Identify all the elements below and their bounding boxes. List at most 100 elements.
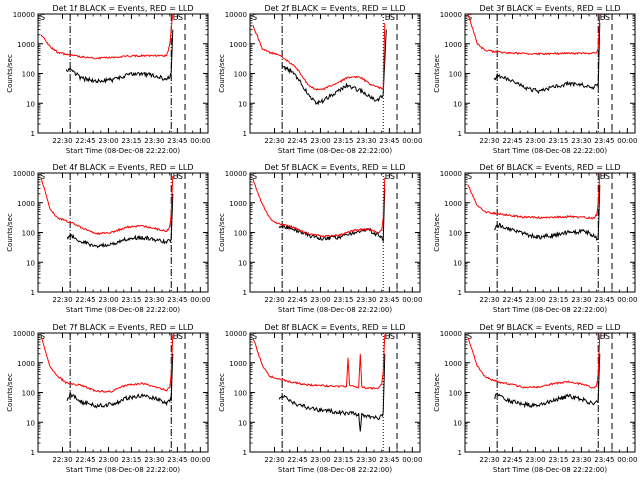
x-tick-label: 23:45 (594, 137, 614, 145)
y-tick-label: 100 (234, 71, 247, 79)
lld-series-line (40, 334, 174, 393)
x-tick-label: 00:00 (617, 296, 637, 304)
x-tick-label: 22:30 (264, 137, 284, 145)
x-tick-label: 00:00 (402, 137, 422, 145)
lld-series-line (252, 22, 386, 91)
x-axis-label: Start Time (08-Dec-08 22:22:00) (493, 147, 607, 155)
lld-series-line (467, 172, 601, 220)
x-tick-label: 23:15 (548, 456, 568, 464)
end-label: ES (600, 172, 610, 181)
y-tick-label: 10000 (225, 330, 247, 338)
y-tick-label: 10000 (13, 11, 35, 19)
events-series-line (493, 184, 601, 241)
x-tick-label: 23:15 (333, 296, 353, 304)
events-series-line (493, 353, 601, 409)
y-tick-label: 100 (449, 390, 462, 398)
x-tick-label: 23:00 (310, 456, 330, 464)
end-label: ES (385, 332, 395, 341)
y-tick-label: 1 (458, 289, 462, 297)
y-tick-label: 100 (449, 71, 462, 79)
y-tick-label: 1000 (229, 200, 247, 208)
lld-series-line (252, 177, 386, 238)
x-tick-label: 23:00 (525, 137, 545, 145)
x-tick-label: 22:45 (502, 456, 522, 464)
x-tick-label: 23:15 (548, 137, 568, 145)
x-tick-label: 23:30 (356, 296, 376, 304)
lld-series-line (467, 334, 601, 389)
start-label: S (252, 13, 257, 22)
y-tick-label: 10 (26, 100, 35, 108)
events-series-line (65, 29, 174, 84)
plot-frame (37, 13, 209, 134)
y-tick-label: 10 (453, 100, 462, 108)
x-tick-label: 22:30 (479, 296, 499, 304)
x-tick-label: 23:15 (333, 456, 353, 464)
x-tick-label: 23:30 (571, 296, 591, 304)
y-tick-label: 10000 (225, 170, 247, 178)
y-tick-label: 100 (234, 230, 247, 238)
y-axis-label: Counts/sec (218, 213, 226, 252)
x-tick-label: 23:15 (548, 296, 568, 304)
end-label: ES (173, 13, 183, 22)
detector-panel: Det 5f BLACK = Events, RED = LLD Counts/s… (218, 163, 422, 314)
events-series-line (66, 193, 174, 249)
y-axis-label: Counts/sec (433, 373, 441, 412)
y-axis-label: Counts/sec (6, 373, 14, 412)
plot-frame (249, 332, 421, 453)
events-series-line (278, 188, 386, 243)
x-tick-label: 22:45 (75, 456, 95, 464)
y-tick-label: 1 (243, 130, 247, 138)
y-tick-label: 10000 (440, 11, 462, 19)
end-label: ES (600, 332, 610, 341)
x-axis-label: Start Time (08-Dec-08 22:22:00) (278, 306, 392, 314)
y-tick-label: 1 (31, 449, 35, 457)
x-tick-label: 23:45 (167, 137, 187, 145)
y-axis-label: Counts/sec (433, 54, 441, 93)
detector-panel: Det 8f BLACK = Events, RED = LLD Counts/s… (218, 323, 422, 474)
y-tick-label: 1 (458, 130, 462, 138)
chart-title: Det 4f BLACK = Events, RED = LLD (52, 163, 193, 172)
x-axis-label: Start Time (08-Dec-08 22:22:00) (66, 147, 180, 155)
y-tick-label: 100 (22, 71, 35, 79)
plot-frame (249, 13, 421, 134)
y-axis-label: Counts/sec (6, 54, 14, 93)
start-label: S (40, 172, 45, 181)
y-tick-label: 10000 (440, 330, 462, 338)
events-series-line (493, 22, 601, 95)
x-axis-label: Start Time (08-Dec-08 22:22:00) (493, 466, 607, 474)
x-tick-label: 00:00 (190, 296, 210, 304)
y-tick-label: 100 (234, 390, 247, 398)
x-tick-label: 22:45 (75, 296, 95, 304)
events-series-line (278, 353, 386, 432)
y-axis-label: Counts/sec (433, 213, 441, 252)
x-tick-label: 23:15 (121, 137, 141, 145)
start-label: S (467, 172, 472, 181)
x-axis-label: Start Time (08-Dec-08 22:22:00) (278, 466, 392, 474)
x-tick-label: 00:00 (402, 456, 422, 464)
start-label: S (467, 332, 472, 341)
detector-panel: Det 6f BLACK = Events, RED = LLD Counts/s… (433, 163, 637, 314)
y-tick-label: 10 (26, 419, 35, 427)
x-tick-label: 22:30 (52, 296, 72, 304)
x-tick-label: 23:45 (167, 296, 187, 304)
x-axis-label: Start Time (08-Dec-08 22:22:00) (493, 306, 607, 314)
y-tick-label: 10000 (13, 330, 35, 338)
x-tick-label: 23:15 (121, 456, 141, 464)
x-tick-label: 23:30 (144, 137, 164, 145)
y-tick-label: 1000 (444, 41, 462, 49)
chart-title: Det 7f BLACK = Events, RED = LLD (52, 323, 193, 332)
y-tick-label: 100 (22, 230, 35, 238)
x-tick-label: 22:30 (479, 456, 499, 464)
x-tick-label: 23:00 (310, 296, 330, 304)
lld-series-line (40, 175, 174, 236)
x-tick-label: 23:00 (310, 137, 330, 145)
detector-panel: Det 2f BLACK = Events, RED = LLD Counts/s… (218, 4, 422, 155)
y-tick-label: 1 (458, 449, 462, 457)
lld-series-line (40, 13, 174, 60)
x-tick-label: 23:45 (594, 296, 614, 304)
x-tick-label: 22:30 (479, 137, 499, 145)
y-axis-label: Counts/sec (6, 213, 14, 252)
plot-frame (249, 172, 421, 293)
y-tick-label: 100 (22, 390, 35, 398)
